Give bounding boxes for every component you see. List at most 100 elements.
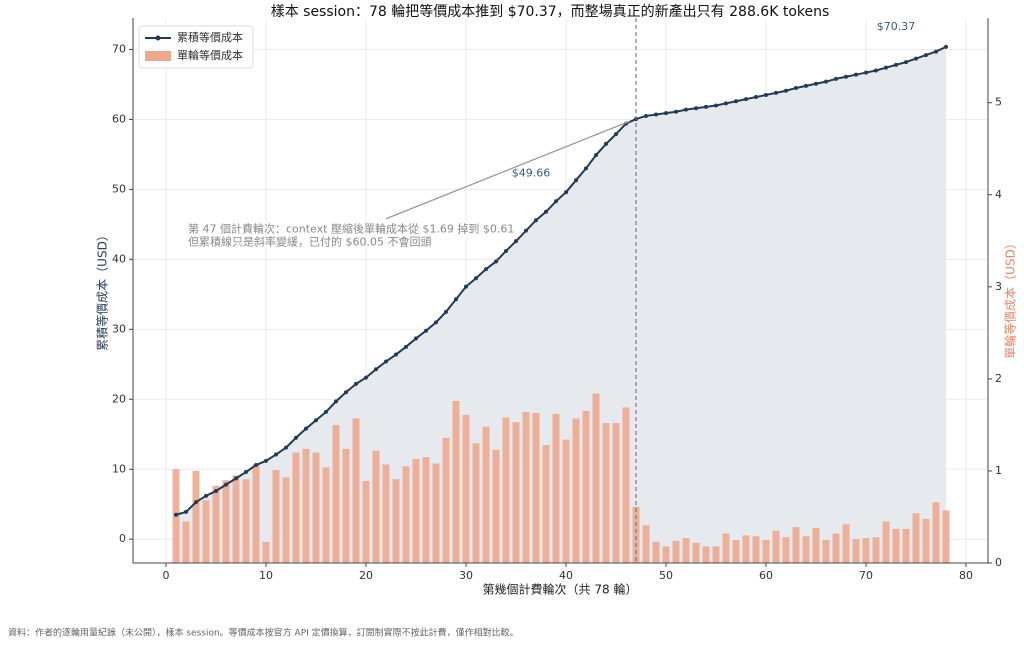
bar xyxy=(802,536,810,563)
bar xyxy=(792,527,800,563)
line-point xyxy=(744,97,748,102)
bar xyxy=(502,417,510,563)
y2-tick-label: 2 xyxy=(995,372,1002,385)
bar xyxy=(202,500,210,563)
line-point xyxy=(304,426,308,431)
line-point xyxy=(444,309,448,314)
line-point xyxy=(724,101,728,106)
bar xyxy=(392,479,400,563)
bar xyxy=(522,412,530,563)
bar xyxy=(922,518,930,563)
x-tick-label: 30 xyxy=(459,569,473,582)
bar xyxy=(342,448,350,563)
x-tick-label: 50 xyxy=(659,569,673,582)
line-point xyxy=(394,352,398,357)
line-point xyxy=(384,359,388,364)
line-point xyxy=(754,95,758,100)
bar xyxy=(872,537,880,563)
line-point xyxy=(374,367,378,372)
line-point xyxy=(644,113,648,118)
line-point xyxy=(854,72,858,77)
bar xyxy=(232,475,240,563)
bar xyxy=(642,525,650,563)
bar xyxy=(652,541,660,563)
y-tick-label: 30 xyxy=(112,322,126,335)
line-point xyxy=(274,452,278,457)
line-point xyxy=(834,76,838,81)
bar xyxy=(912,513,920,563)
line-point xyxy=(174,512,178,517)
line-point xyxy=(234,476,238,481)
bar xyxy=(482,426,490,563)
line-point xyxy=(524,228,528,233)
line-point xyxy=(574,178,578,183)
line-point xyxy=(774,90,778,95)
x-tick-label: 20 xyxy=(359,569,373,582)
line-point xyxy=(674,109,678,114)
line-point xyxy=(194,500,198,505)
x-tick-label: 40 xyxy=(559,569,573,582)
line-point xyxy=(664,111,668,116)
y-axis-label: 累積等價成本（USD） xyxy=(95,229,110,351)
bar xyxy=(722,533,730,563)
line-point xyxy=(714,103,718,108)
line-point xyxy=(504,248,508,253)
line-point xyxy=(734,99,738,104)
line-point xyxy=(904,60,908,65)
bar xyxy=(562,439,570,563)
bar xyxy=(362,481,370,563)
annotation: $70.37 xyxy=(877,20,916,33)
y-tick-label: 40 xyxy=(112,252,126,265)
line-point xyxy=(514,239,518,244)
footnote: 資料：作者的逐輪用量紀錄（未公開），樣本 session。等價成本按官方 API… xyxy=(8,627,519,639)
bar xyxy=(822,539,830,563)
line-point xyxy=(924,53,928,58)
bar xyxy=(752,536,760,563)
y2-tick-label: 1 xyxy=(995,464,1002,477)
x-axis-label: 第幾個計費輪次（共 78 輪） xyxy=(483,582,638,597)
bar xyxy=(372,450,380,563)
line-point xyxy=(244,470,248,475)
bar xyxy=(812,528,820,563)
line-point xyxy=(564,190,568,195)
line-point xyxy=(534,218,538,223)
line-point xyxy=(874,68,878,73)
bar xyxy=(432,463,440,563)
bar xyxy=(592,393,600,563)
line-point xyxy=(314,418,318,423)
line-point xyxy=(214,488,218,493)
line-point xyxy=(264,458,268,463)
line-point xyxy=(804,83,808,88)
bar xyxy=(252,464,260,563)
line-point xyxy=(614,132,618,137)
bar xyxy=(682,538,690,563)
x-tick-label: 70 xyxy=(859,569,873,582)
bar xyxy=(532,412,540,563)
line-point xyxy=(824,79,828,84)
line-point xyxy=(344,390,348,395)
line-point xyxy=(764,92,768,97)
bar xyxy=(602,423,610,563)
y2-tick-label: 5 xyxy=(995,96,1002,109)
line-point xyxy=(204,493,208,498)
line-point xyxy=(354,381,358,386)
annotation-arrow xyxy=(385,120,631,220)
bar xyxy=(272,470,280,563)
x-tick-label: 10 xyxy=(259,569,273,582)
y2-tick-label: 4 xyxy=(995,188,1002,201)
bar xyxy=(662,546,670,563)
bar xyxy=(212,485,220,563)
bar xyxy=(622,407,630,563)
bar xyxy=(832,533,840,563)
bar xyxy=(902,528,910,563)
legend-label: 單輪等價成本 xyxy=(177,48,243,62)
bar xyxy=(302,448,310,563)
x-tick-label: 60 xyxy=(759,569,773,582)
bar xyxy=(322,467,330,563)
x-tick-label: 80 xyxy=(959,569,973,582)
bar xyxy=(542,445,550,563)
line-point xyxy=(884,65,888,70)
bar xyxy=(282,477,290,563)
line-point xyxy=(814,81,818,86)
bar xyxy=(312,452,320,563)
